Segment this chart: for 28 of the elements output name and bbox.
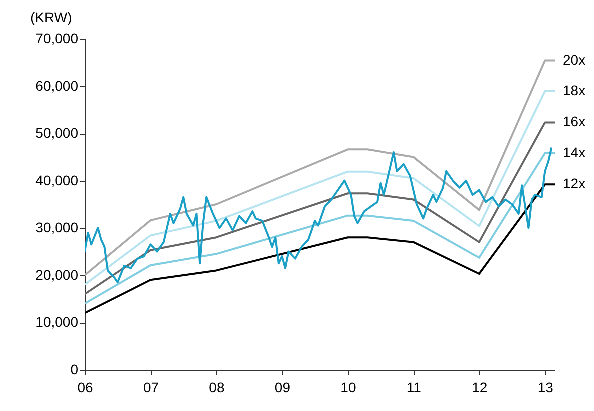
y-tick-label: 10,000: [36, 314, 79, 330]
line-series: [85, 60, 555, 276]
series-label: 12x: [563, 176, 586, 192]
x-tick-label: 07: [143, 380, 160, 396]
x-tick-label: 06: [78, 380, 94, 396]
x-tick-label: 10: [340, 380, 356, 396]
y-tick-label: 50,000: [36, 125, 79, 142]
y-tick-label: 60,000: [36, 78, 79, 94]
x-tick-label: 09: [274, 380, 291, 396]
line-series: [85, 152, 555, 305]
x-tick-label: 12: [472, 380, 488, 396]
line-series: [85, 184, 555, 314]
line-series: [85, 122, 555, 296]
y-tick-label: 0: [70, 362, 79, 378]
y-tick-label: 20,000: [36, 266, 79, 283]
series-label: 18x: [563, 82, 586, 98]
line-series: [85, 146, 553, 284]
y-tick-label: 30,000: [36, 220, 79, 236]
y-tick-label: 70,000: [36, 30, 79, 46]
y-tick-label: 40,000: [36, 172, 79, 188]
series-label: 14x: [563, 144, 586, 160]
line-series: [85, 90, 555, 286]
y-axis-title: (KRW): [30, 10, 72, 26]
series-label: 16x: [563, 114, 586, 130]
series-label: 20x: [563, 52, 586, 68]
x-tick-label: 08: [209, 380, 225, 396]
x-tick-label: 11: [406, 380, 422, 396]
x-tick-label: 13: [538, 380, 554, 396]
